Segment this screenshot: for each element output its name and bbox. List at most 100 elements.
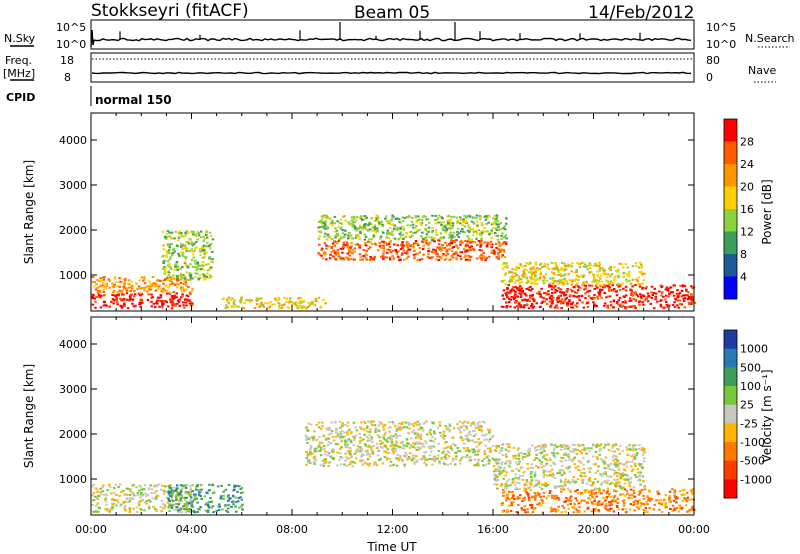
heatmap-cell bbox=[384, 451, 388, 454]
heatmap-cell bbox=[150, 284, 153, 287]
heatmap-cell bbox=[432, 457, 435, 459]
heatmap-cell bbox=[401, 460, 405, 463]
heatmap-cell bbox=[658, 508, 661, 511]
heatmap-cell bbox=[455, 458, 458, 461]
heatmap-cell bbox=[377, 216, 380, 219]
heatmap-cell bbox=[504, 234, 507, 237]
heatmap-cell bbox=[673, 494, 676, 497]
heatmap-cell bbox=[639, 448, 643, 451]
colorbar-segment bbox=[724, 386, 737, 406]
heatmap-cell bbox=[410, 230, 413, 233]
power-ylabel: Slant Range [km] bbox=[22, 160, 36, 264]
heatmap-cell bbox=[563, 500, 567, 503]
heatmap-cell bbox=[540, 466, 544, 469]
heatmap-cell bbox=[588, 498, 592, 501]
heatmap-cell bbox=[344, 219, 347, 222]
heatmap-cell bbox=[567, 481, 570, 484]
heatmap-cell bbox=[537, 457, 540, 460]
heatmap-cell bbox=[576, 511, 580, 514]
heatmap-cell bbox=[346, 256, 350, 259]
heatmap-cell bbox=[587, 290, 590, 293]
heatmap-cell bbox=[199, 495, 202, 498]
heatmap-cell bbox=[104, 286, 108, 289]
heatmap-cell bbox=[616, 283, 619, 286]
heatmap-cell bbox=[521, 500, 524, 503]
heatmap-cell bbox=[615, 481, 618, 484]
heatmap-cell bbox=[326, 451, 329, 454]
heatmap-cell bbox=[590, 501, 594, 504]
heatmap-cell bbox=[582, 467, 586, 470]
heatmap-cell bbox=[472, 230, 475, 233]
heatmap-cell bbox=[277, 302, 280, 305]
heatmap-cell bbox=[428, 431, 431, 434]
heatmap-cell bbox=[544, 457, 547, 460]
heatmap-cell bbox=[608, 508, 612, 511]
heatmap-cell bbox=[193, 276, 197, 279]
heatmap-cell bbox=[676, 289, 679, 292]
heatmap-cell bbox=[480, 258, 483, 261]
heatmap-cell bbox=[169, 503, 172, 506]
heatmap-cell bbox=[596, 286, 599, 289]
heatmap-cell bbox=[451, 253, 455, 256]
heatmap-cell bbox=[576, 262, 579, 265]
heatmap-cell bbox=[443, 441, 447, 444]
heatmap-cell bbox=[431, 214, 434, 217]
heatmap-cell bbox=[602, 446, 606, 449]
heatmap-cell bbox=[315, 450, 319, 452]
heatmap-cell bbox=[405, 426, 409, 429]
heatmap-cell bbox=[536, 503, 539, 506]
heatmap-cell bbox=[183, 247, 186, 250]
heatmap-cell bbox=[401, 252, 404, 255]
heatmap-cell bbox=[164, 267, 167, 270]
heatmap-cell bbox=[211, 505, 215, 508]
heatmap-cell bbox=[379, 443, 383, 445]
heatmap-cell bbox=[201, 265, 204, 268]
heatmap-cell bbox=[153, 491, 156, 494]
heatmap-cell bbox=[501, 502, 504, 505]
heatmap-cell bbox=[437, 214, 441, 217]
heatmap-cell bbox=[671, 509, 674, 512]
heatmap-cell bbox=[536, 267, 539, 270]
heatmap-cell bbox=[169, 280, 172, 283]
heatmap-cell bbox=[650, 296, 654, 299]
heatmap-cell bbox=[566, 467, 569, 470]
heatmap-cell bbox=[189, 273, 193, 276]
heatmap-cell bbox=[342, 243, 346, 246]
heatmap-cell bbox=[318, 436, 321, 438]
heatmap-cell bbox=[607, 289, 611, 292]
heatmap-cell bbox=[515, 487, 518, 490]
heatmap-cell bbox=[208, 489, 211, 492]
heatmap-cell bbox=[504, 272, 508, 275]
heatmap-cell bbox=[424, 215, 427, 218]
heatmap-cell bbox=[545, 298, 548, 301]
heatmap-cell bbox=[364, 217, 367, 220]
heatmap-cell bbox=[431, 436, 434, 439]
heatmap-cell bbox=[547, 293, 550, 296]
heatmap-cell bbox=[406, 458, 409, 461]
heatmap-cell bbox=[518, 474, 522, 477]
heatmap-cell bbox=[637, 493, 640, 496]
heatmap-cell bbox=[459, 251, 462, 254]
heatmap-cell bbox=[155, 490, 158, 493]
heatmap-cell bbox=[624, 285, 628, 288]
heatmap-cell bbox=[341, 247, 345, 250]
heatmap-cell bbox=[554, 262, 557, 265]
heatmap-cell bbox=[612, 489, 616, 492]
heatmap-cell bbox=[338, 222, 342, 224]
heatmap-cell bbox=[127, 279, 131, 282]
heatmap-cell bbox=[630, 465, 633, 468]
heatmap-cell bbox=[628, 297, 632, 300]
heatmap-cell bbox=[451, 443, 455, 445]
heatmap-cell bbox=[494, 459, 497, 461]
heatmap-cell bbox=[177, 283, 180, 286]
heatmap-cell bbox=[173, 250, 177, 253]
heatmap-cell bbox=[416, 459, 419, 462]
heatmap-cell bbox=[481, 434, 484, 437]
heatmap-cell bbox=[97, 495, 101, 498]
heatmap-cell bbox=[322, 216, 325, 219]
heatmap-cell bbox=[139, 306, 143, 309]
heatmap-cell bbox=[360, 219, 364, 222]
heatmap-cell bbox=[309, 444, 313, 447]
heatmap-cell bbox=[248, 300, 252, 303]
heatmap-cell bbox=[320, 215, 324, 218]
